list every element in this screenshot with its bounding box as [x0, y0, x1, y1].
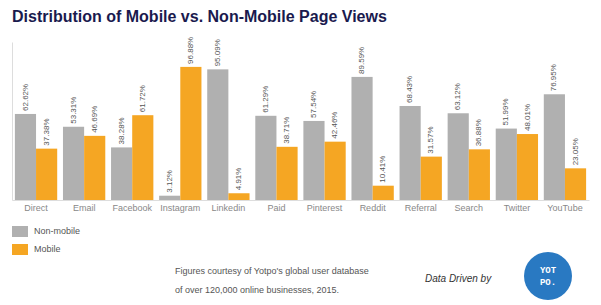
data-label: 46.69% — [90, 106, 99, 133]
bars — [15, 67, 586, 200]
data-label: 38.28% — [117, 117, 126, 144]
bar — [517, 134, 538, 200]
bar — [421, 157, 442, 200]
data-label: 23.05% — [571, 138, 580, 165]
x-tick: Facebook — [112, 200, 152, 213]
data-label: 31.57% — [426, 126, 435, 153]
bar — [469, 149, 490, 200]
legend-item: Non-mobile — [12, 226, 80, 237]
data-label: 68.43% — [405, 76, 414, 103]
x-axis-line — [13, 200, 590, 201]
x-tick-label: YouTube — [547, 203, 582, 213]
x-tick: Linkedin — [212, 200, 246, 213]
x-tick: YouTube — [547, 200, 582, 213]
data-label: 37.38% — [42, 119, 51, 146]
x-tick-label: Paid — [267, 203, 285, 213]
x-tick-label: Pinterest — [307, 203, 343, 213]
data-label: 38.71% — [282, 117, 291, 144]
x-axis: Direct Email Facebook Instagram Linkedin Paid… — [13, 200, 590, 213]
bar — [496, 129, 517, 200]
x-tick: Instagram — [160, 200, 200, 213]
data-label: 61.29% — [261, 86, 270, 113]
y-axis-line — [12, 43, 13, 201]
bar — [36, 149, 57, 200]
data-label: 4.91% — [234, 168, 243, 191]
data-label: 57.54% — [309, 91, 318, 118]
watermark: Data Driven by — [425, 273, 492, 284]
data-label: 76.95% — [549, 64, 558, 91]
logo-circle — [524, 252, 572, 300]
bar — [84, 136, 105, 200]
bar — [373, 186, 394, 200]
x-tick-label: Instagram — [160, 203, 200, 213]
x-tick: Pinterest — [307, 200, 343, 213]
x-tick-label: Referral — [405, 203, 437, 213]
bar — [132, 115, 153, 200]
data-label: 48.01% — [523, 104, 532, 131]
x-tick: Paid — [267, 200, 285, 213]
x-tick-label: Reddit — [360, 203, 387, 213]
legend-swatch — [12, 226, 28, 237]
legend-label: Mobile — [34, 244, 61, 254]
bar — [325, 142, 346, 200]
footnote: of over 120,000 online businesses, 2015. — [175, 285, 339, 295]
chart: Distribution of Mobile vs. Non-Mobile Pa… — [0, 0, 601, 305]
bar — [565, 168, 586, 200]
logo-text: YOT — [540, 266, 557, 276]
x-tick: Twitter — [504, 200, 531, 213]
bar — [228, 193, 249, 200]
data-label: 96.88% — [186, 37, 195, 64]
y-axis — [12, 43, 13, 201]
legend-item: Mobile — [12, 244, 61, 255]
bar — [111, 147, 132, 200]
bar — [400, 106, 421, 200]
x-tick: Email — [73, 200, 96, 213]
bar — [15, 114, 36, 200]
footnote: Figures courtesy of Yotpo's global user … — [175, 266, 369, 276]
data-label: 63.12% — [453, 83, 462, 110]
data-label: 3.12% — [165, 170, 174, 193]
x-tick-label: Search — [455, 203, 484, 213]
x-tick-label: Direct — [24, 203, 48, 213]
data-labels: 62.62% 53.31% 38.28% 3.12% 95.09% 61.29% 57.54… — [21, 37, 580, 193]
bar — [63, 127, 84, 200]
title: Distribution of Mobile vs. Non-Mobile Pa… — [12, 8, 387, 25]
legend-label: Non-mobile — [34, 226, 80, 236]
data-label: 36.88% — [474, 119, 483, 146]
data-label: 62.62% — [21, 84, 30, 111]
bar — [159, 196, 180, 200]
legend: Non-mobile Mobile — [12, 226, 80, 255]
bar — [351, 77, 372, 200]
x-tick-label: Twitter — [504, 203, 531, 213]
x-tick-label: Email — [73, 203, 96, 213]
data-label: 10.41% — [378, 156, 387, 183]
x-tick-label: Facebook — [112, 203, 152, 213]
x-tick: Referral — [405, 200, 437, 213]
logo: YOT PO. — [524, 252, 572, 300]
data-label: 53.31% — [69, 97, 78, 124]
logo-text: PO. — [540, 278, 556, 288]
data-label: 61.72% — [138, 85, 147, 112]
bar — [207, 69, 228, 200]
data-label: 95.09% — [213, 39, 222, 66]
bar — [448, 113, 469, 200]
x-tick: Direct — [24, 200, 48, 213]
bar — [303, 121, 324, 200]
bar — [544, 94, 565, 200]
x-tick-label: Linkedin — [212, 203, 246, 213]
data-label: 89.59% — [357, 47, 366, 74]
x-tick: Search — [455, 200, 484, 213]
data-label: 42.46% — [330, 112, 339, 139]
bar — [255, 116, 276, 200]
legend-swatch — [12, 244, 28, 255]
x-tick: Reddit — [360, 200, 387, 213]
bar — [276, 147, 297, 200]
bar — [180, 67, 201, 200]
data-label: 51.99% — [501, 98, 510, 125]
